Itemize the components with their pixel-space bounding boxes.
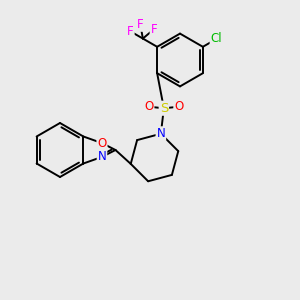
Text: F: F bbox=[127, 25, 134, 38]
Text: O: O bbox=[174, 100, 184, 113]
Text: Cl: Cl bbox=[211, 32, 222, 46]
Text: F: F bbox=[151, 23, 157, 36]
Text: N: N bbox=[157, 127, 165, 140]
Text: O: O bbox=[144, 100, 154, 113]
Text: F: F bbox=[137, 18, 144, 31]
Text: N: N bbox=[98, 150, 106, 164]
Text: S: S bbox=[160, 102, 168, 115]
Text: O: O bbox=[98, 136, 106, 150]
